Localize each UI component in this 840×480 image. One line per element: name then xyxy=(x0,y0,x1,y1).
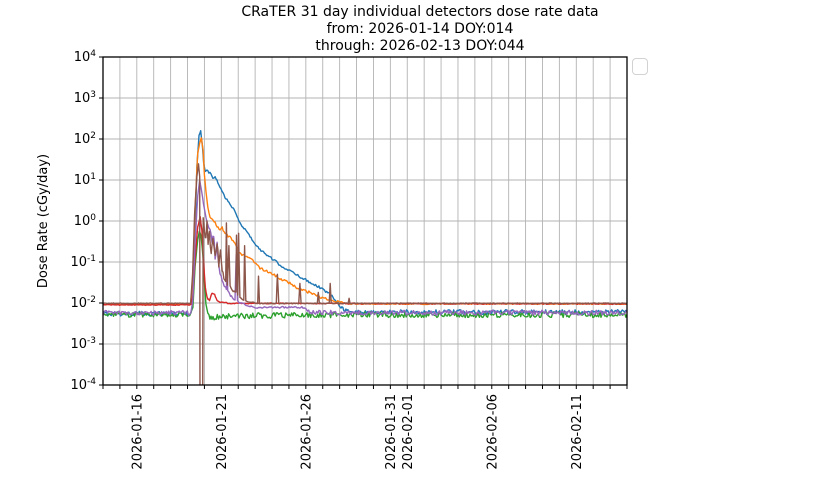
y-tick-label: 104 xyxy=(74,49,97,65)
detector-line-purple xyxy=(103,179,627,317)
x-tick-label: 2026-02-01 xyxy=(401,394,416,470)
empty-legend-box xyxy=(632,58,648,75)
y-tick-labels: 104 103 102 101 100 10-1 10-2 10-3 10-4 xyxy=(70,49,96,393)
y-tick-label: 101 xyxy=(74,172,96,188)
axis-ticks xyxy=(99,56,628,389)
y-tick-label: 100 xyxy=(74,213,97,229)
x-tick-label: 2026-02-11 xyxy=(570,394,585,470)
y-tick-label: 10-1 xyxy=(70,254,96,270)
x-tick-labels: 2026-01-16 2026-01-21 2026-01-26 2026-01-31… xyxy=(130,394,584,470)
chart-title-line2: from: 2026-01-14 DOY:014 xyxy=(326,21,514,37)
y-tick-label: 10-4 xyxy=(70,377,96,393)
chart-title-line1: CRaTER 31 day individual detectors dose … xyxy=(241,4,599,20)
chart-title-line3: through: 2026-02-13 DOY:044 xyxy=(315,38,525,54)
detector-line-red xyxy=(103,215,627,306)
y-tick-label: 103 xyxy=(74,90,96,106)
y-tick-label: 10-3 xyxy=(70,336,96,352)
y-tick-label: 10-2 xyxy=(70,295,96,311)
detector-series xyxy=(103,130,627,385)
x-tick-label: 2026-01-16 xyxy=(130,394,145,470)
detector-line-green xyxy=(103,230,627,321)
y-tick-label: 102 xyxy=(74,131,96,147)
detector-line-blue xyxy=(103,130,627,317)
detector-line-brown xyxy=(103,163,627,385)
grid-lines xyxy=(103,57,627,385)
y-axis-label: Dose Rate (cGy/day) xyxy=(36,154,51,288)
x-tick-label: 2026-02-06 xyxy=(485,394,500,470)
x-tick-label: 2026-01-26 xyxy=(299,394,314,470)
x-tick-label: 2026-01-31 xyxy=(384,394,399,470)
x-tick-label: 2026-01-21 xyxy=(215,394,230,470)
